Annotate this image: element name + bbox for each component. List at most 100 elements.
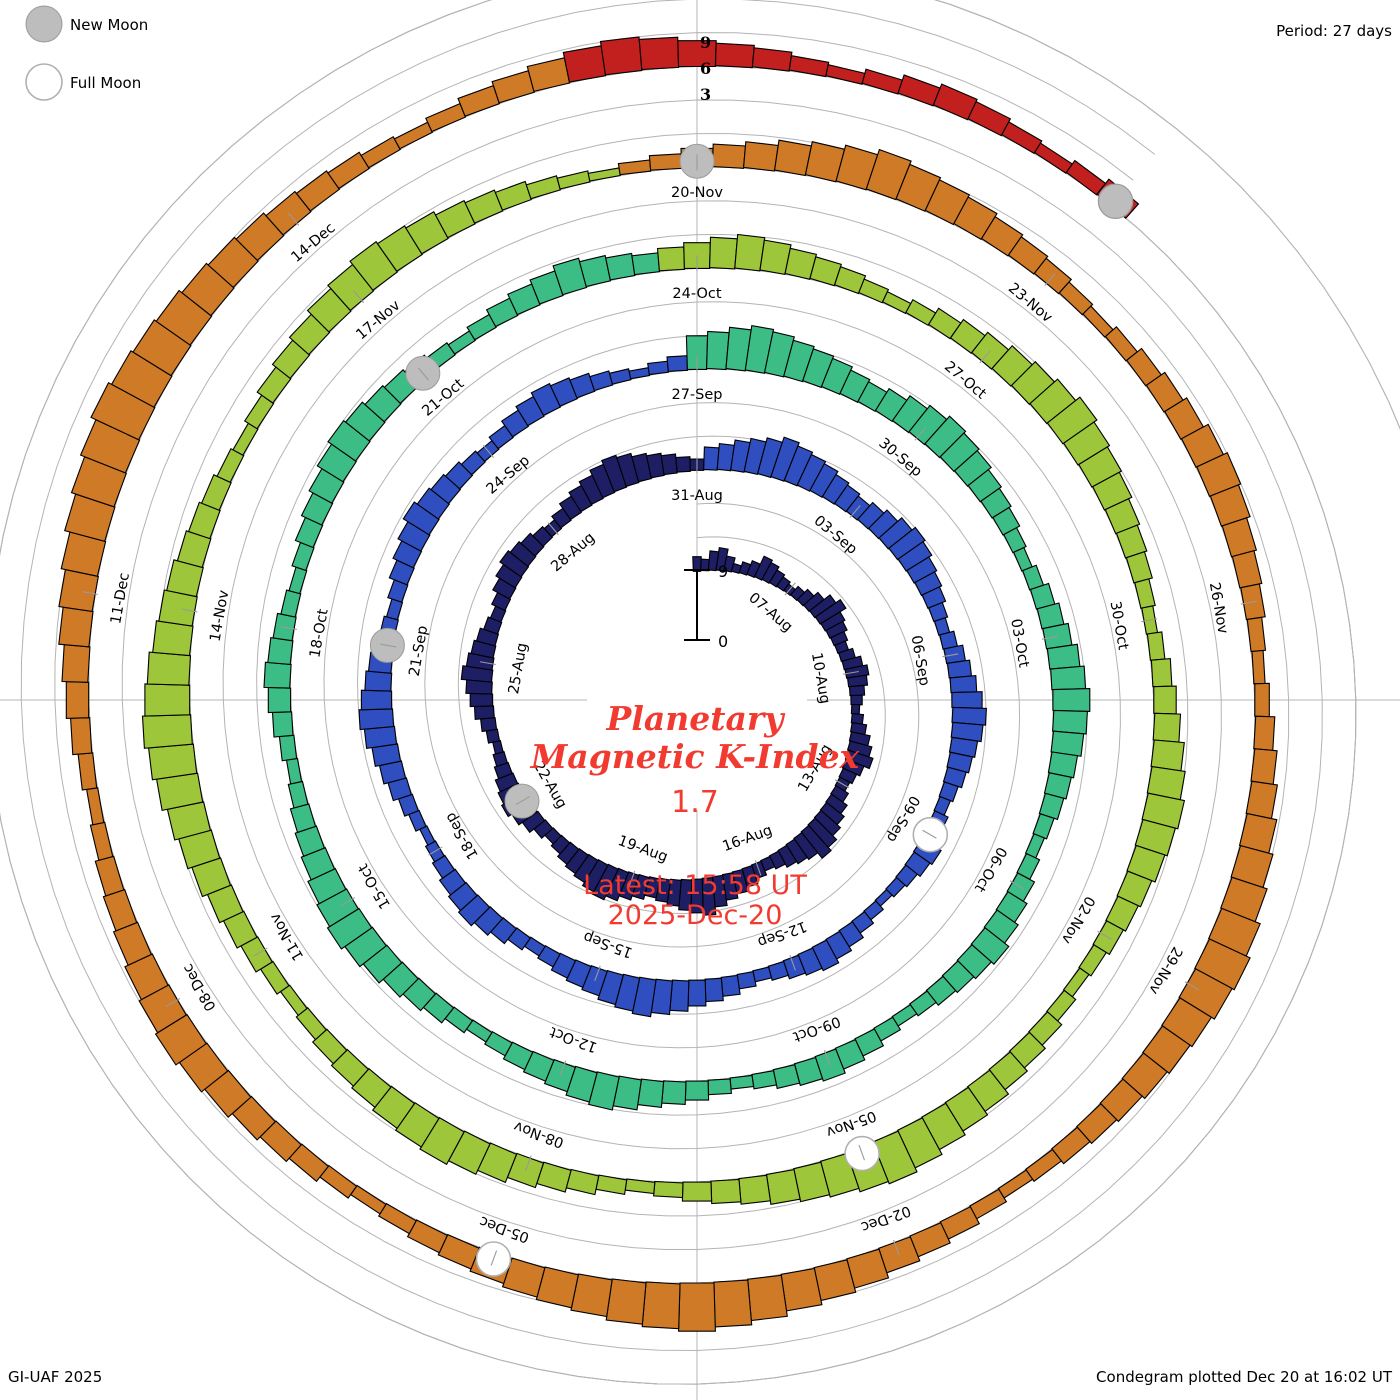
kp-bar	[617, 159, 652, 176]
kp-bar	[556, 170, 591, 190]
kp-bar	[1251, 649, 1266, 685]
kp-bar	[1152, 712, 1182, 743]
date-label: 18-Oct	[307, 608, 331, 659]
kp-bar	[967, 468, 1003, 503]
kp-bar	[928, 601, 949, 623]
top-scale-3: 3	[700, 85, 711, 104]
kp-bar	[704, 977, 724, 1003]
date-tick	[559, 1060, 567, 1076]
kp-bar	[638, 36, 680, 71]
latest-time: Latest: 15:58 UT	[583, 870, 807, 901]
legend-label-full-moon: Full Moon	[70, 74, 141, 92]
kp-bar	[953, 196, 998, 241]
legend: New Moon Full Moon	[25, 5, 148, 101]
kp-bar	[814, 598, 847, 625]
kp-bar	[711, 143, 747, 169]
kp-bar	[645, 452, 665, 479]
kp-bar	[776, 576, 791, 592]
kp-bar	[684, 1080, 710, 1101]
kp-bar	[1209, 484, 1251, 527]
kp-bar	[736, 971, 757, 990]
date-label: 03-Sep	[811, 513, 860, 558]
kp-bar	[666, 355, 688, 372]
date-tick	[490, 1250, 498, 1266]
kp-bar	[1047, 751, 1079, 779]
kp-bar	[351, 1067, 392, 1109]
date-tick	[515, 796, 531, 806]
kp-bar	[464, 189, 504, 224]
key-scale-bottom: 0	[718, 632, 728, 651]
kp-bar	[666, 878, 682, 907]
kp-bar	[61, 644, 91, 683]
kp-bar	[473, 705, 495, 720]
date-tick	[525, 1155, 532, 1171]
date-tick	[181, 608, 198, 613]
kp-bar	[532, 525, 554, 547]
kp-bar	[648, 153, 683, 171]
kp-bar	[809, 462, 839, 499]
kp-bar	[677, 40, 717, 68]
kp-bar	[1050, 730, 1085, 757]
kp-bar	[492, 739, 504, 755]
center-title-block: Planetary Magnetic K-Index 1.7 Latest: 1…	[530, 699, 860, 931]
kp-bar	[800, 824, 832, 859]
date-label: 31-Aug	[671, 488, 723, 504]
kp-bar	[681, 1181, 713, 1202]
kp-bar	[280, 589, 302, 618]
top-scale-6: 6	[700, 59, 711, 78]
kp-bar	[85, 787, 105, 826]
kp-bar	[785, 838, 809, 865]
kp-bar	[147, 743, 198, 781]
kp-bar	[841, 758, 865, 777]
kp-bar	[526, 57, 571, 93]
kp-bar	[833, 265, 867, 295]
kp-bar	[1141, 792, 1186, 830]
new-moon-icon	[1098, 183, 1133, 219]
kp-bar	[953, 449, 992, 487]
kp-bar	[595, 1174, 628, 1196]
kp-bar	[631, 252, 661, 276]
kp-bar	[363, 725, 398, 750]
kp-bar	[1051, 1126, 1091, 1165]
kp-bar	[759, 239, 792, 276]
kp-bar	[267, 636, 294, 665]
kp-bar	[601, 454, 628, 493]
kp-bar	[888, 526, 926, 561]
kp-bar	[1134, 818, 1177, 857]
kp-bar	[1245, 780, 1279, 820]
kp-bar	[327, 419, 371, 462]
kp-bar	[751, 1070, 778, 1090]
kp-bar	[288, 566, 308, 595]
kp-bar	[765, 1168, 801, 1205]
kp-bar	[1153, 685, 1177, 715]
date-label: 08-Nov	[511, 1117, 566, 1150]
kp-bar	[393, 121, 434, 150]
kp-bar	[720, 974, 741, 997]
kp-bar	[1038, 792, 1065, 821]
kp-bar	[469, 692, 494, 708]
kp-bar	[788, 55, 830, 78]
kp-bar	[349, 240, 399, 291]
date-tick	[280, 626, 297, 630]
kp-bar	[833, 484, 861, 513]
date-tick	[922, 829, 937, 839]
date-tick	[380, 643, 397, 648]
kp-bar	[1075, 1103, 1118, 1145]
date-label: 09-Oct	[790, 1013, 842, 1045]
kp-bar	[573, 853, 599, 884]
kp-bar	[444, 461, 474, 490]
kp-bar	[166, 559, 204, 598]
kp-bar	[1125, 550, 1153, 584]
kp-bar	[793, 1161, 831, 1203]
kp-bar	[713, 1279, 753, 1328]
kp-bar	[1099, 1078, 1143, 1123]
kp-bar	[656, 246, 686, 272]
kp-bar	[405, 211, 449, 255]
date-tick	[979, 350, 991, 364]
kp-bar	[1161, 997, 1213, 1048]
kp-bar	[614, 973, 641, 1012]
key-scale-top: 9	[718, 562, 728, 581]
kp-bar	[1178, 968, 1233, 1020]
kp-bar	[556, 841, 580, 866]
kp-bar	[326, 907, 373, 950]
